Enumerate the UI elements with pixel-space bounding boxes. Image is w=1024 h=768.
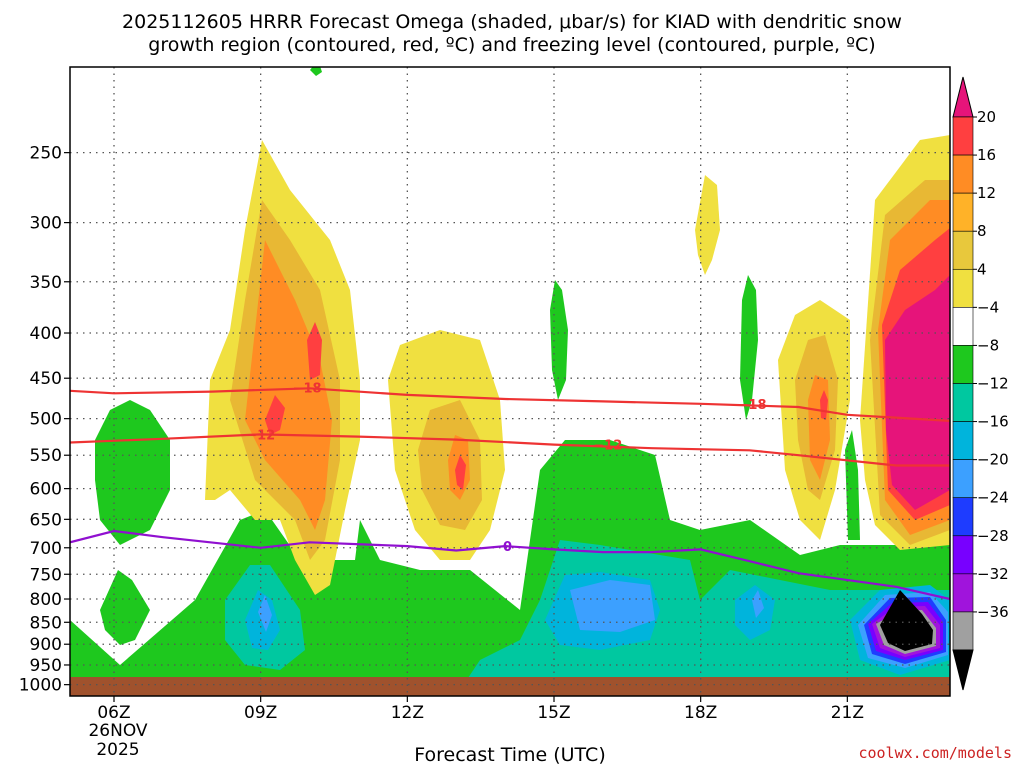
colorbar-seg-13 bbox=[952, 611, 974, 651]
colorbar-seg-6 bbox=[952, 345, 974, 384]
y-tick-label-600: 600 bbox=[30, 480, 62, 500]
colorbar-bottom-arrow bbox=[952, 649, 974, 691]
y-tick-label-650: 650 bbox=[30, 510, 62, 530]
colorbar-label-2: 12 bbox=[977, 184, 996, 202]
x-tick-label-18Z: 18Z bbox=[684, 703, 717, 723]
colorbar-seg-11 bbox=[952, 535, 974, 575]
omega-region-magenta bbox=[885, 275, 950, 510]
colorbar-label-12: −32 bbox=[977, 565, 1009, 583]
contour-label-1: −18 bbox=[738, 398, 767, 413]
omega-region-blue bbox=[258, 580, 948, 668]
contour-labels: −18 −18 −12 −12 0 bbox=[246, 381, 767, 555]
y-tick-label-800: 800 bbox=[30, 590, 62, 610]
omega-region-green-15z bbox=[550, 280, 568, 400]
gridlines bbox=[70, 67, 950, 696]
y-tick-label-350: 350 bbox=[30, 273, 62, 293]
x-axis-label: Forecast Time (UTC) bbox=[414, 744, 606, 766]
colorbar-label-13: −36 bbox=[977, 603, 1009, 621]
y-tick-label-300: 300 bbox=[30, 214, 62, 234]
y-tick-label-400: 400 bbox=[30, 324, 62, 344]
colorbar-label-11: −28 bbox=[977, 527, 1009, 545]
x-axis: 06Z 09Z 12Z 15Z 18Z 21Z bbox=[97, 696, 864, 723]
contour-label-3: −12 bbox=[593, 439, 622, 454]
colorbar-label-10: −24 bbox=[977, 489, 1009, 507]
omega-region-orange bbox=[245, 200, 950, 535]
colorbar-label-0: 20 bbox=[977, 108, 996, 126]
ground-surface bbox=[70, 677, 950, 696]
colorbar-label-7: −12 bbox=[977, 375, 1009, 393]
contour-dgz-minus18 bbox=[70, 387, 950, 422]
y-tick-label-500: 500 bbox=[30, 410, 62, 430]
y-tick-label-750: 750 bbox=[30, 565, 62, 585]
omega-region-green-21z bbox=[845, 430, 860, 540]
x-tick-label-09Z: 09Z bbox=[244, 703, 277, 723]
y-tick-label-250: 250 bbox=[30, 144, 62, 164]
colorbar-seg-12 bbox=[952, 573, 974, 613]
colorbar-label-6: −8 bbox=[977, 336, 999, 354]
x-tick-label-12Z: 12Z bbox=[391, 703, 424, 723]
colorbar-seg-3 bbox=[952, 230, 974, 270]
y-tick-label-1000: 1000 bbox=[19, 676, 62, 696]
credit-text: coolwx.com/models bbox=[858, 744, 1012, 762]
colorbar-seg-9 bbox=[952, 459, 974, 499]
y-tick-label-850: 850 bbox=[30, 613, 62, 633]
contour-label-2: −12 bbox=[246, 428, 275, 443]
omega-region-black bbox=[880, 590, 933, 651]
contour-freezing-level bbox=[70, 529, 950, 601]
x-tick-label-21Z: 21Z bbox=[831, 703, 864, 723]
omega-region-green-0630 bbox=[100, 570, 150, 645]
chart-title-line2: growth region (contoured, red, ºC) and f… bbox=[148, 34, 876, 56]
omega-region-gold bbox=[230, 180, 950, 560]
colorbar-seg-2 bbox=[952, 192, 974, 232]
colorbar-label-5: −4 bbox=[977, 298, 999, 316]
y-axis: 2503003504004505005506006507007508008509… bbox=[19, 144, 70, 696]
contour-dgz-minus12 bbox=[70, 433, 950, 467]
y-tick-label-900: 900 bbox=[30, 635, 62, 655]
colorbar-label-8: −16 bbox=[977, 413, 1009, 431]
y-tick-label-550: 550 bbox=[30, 446, 62, 466]
colorbar-label-9: −20 bbox=[977, 451, 1009, 469]
omega-region-yellow-18z bbox=[695, 175, 720, 275]
colorbar-label-4: 4 bbox=[977, 260, 987, 278]
colorbar-seg-10 bbox=[952, 497, 974, 537]
omega-region-green-top bbox=[310, 67, 322, 76]
x-date-year: 2025 bbox=[96, 740, 139, 760]
colorbar-seg-7 bbox=[952, 383, 974, 422]
y-tick-label-700: 700 bbox=[30, 539, 62, 559]
colorbar-seg-0 bbox=[952, 116, 974, 156]
x-tick-label-15Z: 15Z bbox=[537, 703, 570, 723]
colorbar-seg-1 bbox=[952, 154, 974, 194]
colorbar-seg-5 bbox=[952, 307, 974, 346]
colorbar-seg-8 bbox=[952, 421, 974, 460]
colorbar-seg-4 bbox=[952, 268, 974, 308]
y-tick-label-950: 950 bbox=[30, 656, 62, 676]
omega-region-green-19z bbox=[740, 275, 758, 420]
colorbar-label-1: 16 bbox=[977, 146, 996, 164]
omega-region-green-early bbox=[95, 400, 170, 545]
colorbar-label-3: 8 bbox=[977, 222, 987, 240]
colorbar: 20 16 12 8 4 −4 −8 −12 −16 −20 −24 −28 −32 −36 bbox=[952, 76, 1009, 691]
y-tick-label-450: 450 bbox=[30, 369, 62, 389]
contour-label-0: −18 bbox=[293, 381, 322, 396]
contour-label-4: 0 bbox=[503, 540, 512, 555]
omega-shading bbox=[70, 67, 950, 696]
chart-title-line1: 2025112605 HRRR Forecast Omega (shaded, … bbox=[122, 11, 902, 33]
contour-lines bbox=[70, 387, 950, 601]
x-tick-label-06Z: 06Z bbox=[97, 703, 130, 723]
colorbar-top-arrow bbox=[952, 76, 974, 118]
plot-frame bbox=[69, 66, 951, 697]
x-date-day: 26NOV bbox=[88, 721, 147, 741]
